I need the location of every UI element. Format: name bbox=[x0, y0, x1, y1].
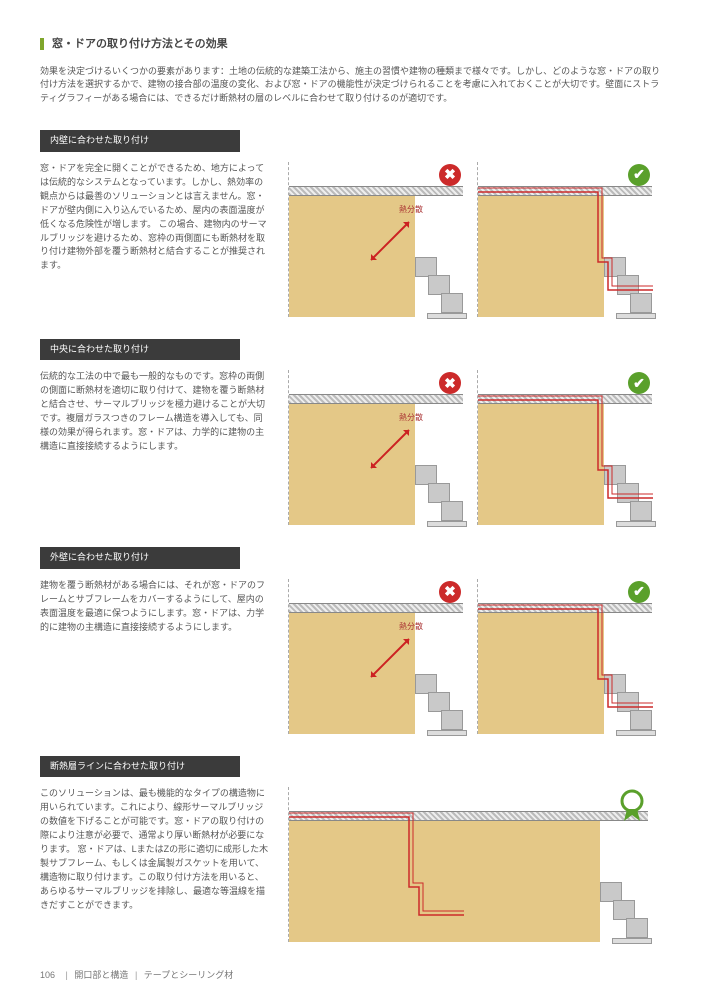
intro-paragraph: 効果を決定づけるいくつかの要素があります：土地の伝統的な建築工法から、施主の習慣… bbox=[40, 65, 667, 107]
heat-arrow-icon bbox=[361, 420, 421, 480]
sill bbox=[427, 730, 467, 736]
footer-crumb-2: テープとシーリング材 bbox=[144, 970, 233, 980]
sill bbox=[616, 313, 656, 319]
diagram-good: ✔ bbox=[477, 579, 652, 734]
section: 断熱層ラインに合わせた取り付けこのソリューションは、最も機能的なタイプの構造物に… bbox=[40, 756, 667, 943]
wall-body bbox=[478, 613, 604, 734]
heat-arrow-icon bbox=[361, 629, 421, 689]
section-header: 外壁に合わせた取り付け bbox=[40, 547, 240, 569]
bad-badge-icon: ✖ bbox=[439, 372, 461, 394]
diagram-bad: 熱分散 ✖ bbox=[288, 579, 463, 734]
heat-arrow-label: 熱分散 bbox=[399, 621, 423, 633]
diagram-pair: 熱分散 ✖ ✔ bbox=[288, 162, 667, 317]
diagram-bad: 熱分散 ✖ bbox=[288, 370, 463, 525]
sill bbox=[616, 521, 656, 527]
wall-hatch bbox=[478, 603, 652, 613]
frame-block bbox=[604, 257, 626, 277]
diagram-award bbox=[288, 787, 648, 942]
page-title: 窓・ドアの取り付け方法とその効果 bbox=[52, 36, 228, 53]
section: 外壁に合わせた取り付け建物を覆う断熱材がある場合には、それが窓・ドアのフレームと… bbox=[40, 547, 667, 734]
frame-block bbox=[428, 483, 450, 503]
bad-badge-icon: ✖ bbox=[439, 581, 461, 603]
sill bbox=[427, 313, 467, 319]
diagram-pair: 熱分散 ✖ ✔ bbox=[288, 370, 667, 525]
page-footer: 106 | 開口部と構造 | テープとシーリング材 bbox=[40, 969, 233, 983]
heat-arrow-label: 熱分散 bbox=[399, 204, 423, 216]
good-badge-icon: ✔ bbox=[628, 164, 650, 186]
wall-hatch bbox=[289, 603, 463, 613]
heat-arrow-icon bbox=[361, 212, 421, 272]
good-badge-icon: ✔ bbox=[628, 581, 650, 603]
frame-block bbox=[626, 918, 648, 938]
diagram-pair: 熱分散 ✖ ✔ bbox=[288, 579, 667, 734]
diagram-bad: 熱分散 ✖ bbox=[288, 162, 463, 317]
wall-hatch bbox=[289, 186, 463, 196]
frame-block bbox=[630, 710, 652, 730]
frame-block bbox=[630, 501, 652, 521]
bad-badge-icon: ✖ bbox=[439, 164, 461, 186]
section-body: このソリューションは、最も機能的なタイプの構造物に用いられています。これにより、… bbox=[40, 787, 667, 942]
title-marker bbox=[40, 38, 44, 50]
frame-block bbox=[441, 501, 463, 521]
page-number: 106 bbox=[40, 970, 55, 980]
diagram-good: ✔ bbox=[477, 162, 652, 317]
section-body: 窓・ドアを完全に開くことができるため、地方によっては伝統的なシステムとなっていま… bbox=[40, 162, 667, 317]
frame-block bbox=[428, 275, 450, 295]
section: 内壁に合わせた取り付け窓・ドアを完全に開くことができるため、地方によっては伝統的… bbox=[40, 130, 667, 317]
frame-block bbox=[617, 483, 639, 503]
wall-body bbox=[289, 821, 600, 942]
section-header: 内壁に合わせた取り付け bbox=[40, 130, 240, 152]
sill bbox=[612, 938, 652, 944]
wall-hatch bbox=[478, 394, 652, 404]
wall-hatch bbox=[289, 811, 648, 821]
frame-block bbox=[428, 692, 450, 712]
footer-sep: | bbox=[135, 970, 137, 980]
good-badge-icon: ✔ bbox=[628, 372, 650, 394]
section-body: 伝統的な工法の中で最も一般的なものです。窓枠の両側の側面に断熱材を適切に取り付け… bbox=[40, 370, 667, 525]
section-body: 建物を覆う断熱材がある場合には、それが窓・ドアのフレームとサブフレームをカバーす… bbox=[40, 579, 667, 734]
section-text: このソリューションは、最も機能的なタイプの構造物に用いられています。これにより、… bbox=[40, 787, 270, 912]
frame-block bbox=[630, 293, 652, 313]
footer-sep: | bbox=[66, 970, 68, 980]
section-header: 中央に合わせた取り付け bbox=[40, 339, 240, 361]
section-text: 建物を覆う断熱材がある場合には、それが窓・ドアのフレームとサブフレームをカバーす… bbox=[40, 579, 270, 635]
diagram-good: ✔ bbox=[477, 370, 652, 525]
wall-body bbox=[478, 404, 604, 525]
frame-block bbox=[441, 710, 463, 730]
frame-block bbox=[617, 275, 639, 295]
frame-block bbox=[613, 900, 635, 920]
page-title-row: 窓・ドアの取り付け方法とその効果 bbox=[40, 36, 667, 53]
sill bbox=[427, 521, 467, 527]
section-text: 窓・ドアを完全に開くことができるため、地方によっては伝統的なシステムとなっていま… bbox=[40, 162, 270, 274]
frame-block bbox=[441, 293, 463, 313]
frame-block bbox=[604, 674, 626, 694]
frame-block bbox=[604, 465, 626, 485]
sill bbox=[616, 730, 656, 736]
wall-hatch bbox=[289, 394, 463, 404]
section-header: 断熱層ラインに合わせた取り付け bbox=[40, 756, 240, 778]
award-badge-icon bbox=[618, 789, 646, 823]
frame-block bbox=[617, 692, 639, 712]
wall-hatch bbox=[478, 186, 652, 196]
section: 中央に合わせた取り付け伝統的な工法の中で最も一般的なものです。窓枠の両側の側面に… bbox=[40, 339, 667, 526]
diagram-pair bbox=[288, 787, 667, 942]
heat-arrow-label: 熱分散 bbox=[399, 412, 423, 424]
wall-body bbox=[478, 196, 604, 317]
frame-block bbox=[600, 882, 622, 902]
section-text: 伝統的な工法の中で最も一般的なものです。窓枠の両側の側面に断熱材を適切に取り付け… bbox=[40, 370, 270, 454]
footer-crumb-1: 開口部と構造 bbox=[74, 970, 128, 980]
